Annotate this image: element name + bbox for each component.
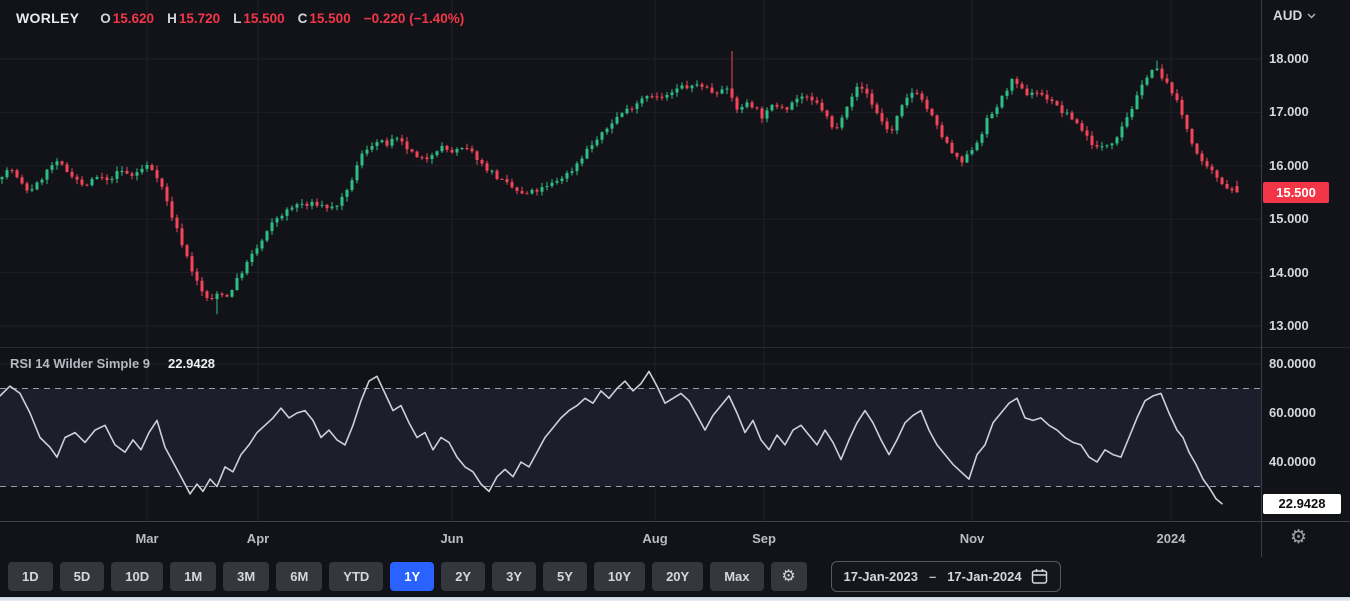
price-rsi-chart[interactable] <box>0 0 1262 557</box>
time-tick-label: Nov <box>959 531 985 546</box>
range-button-5y[interactable]: 5Y <box>543 561 587 591</box>
range-button-10y[interactable]: 10Y <box>593 561 646 591</box>
time-tick-label: 2024 <box>1156 531 1186 546</box>
date-to: 17-Jan-2024 <box>947 568 1022 584</box>
ohlc-low: L 15.500 <box>233 11 285 26</box>
last-price-badge: 15.500 <box>1263 182 1329 203</box>
range-button-5d[interactable]: 5D <box>59 561 105 591</box>
range-button-1d[interactable]: 1D <box>8 561 53 591</box>
currency-dropdown[interactable]: AUD <box>1273 8 1316 23</box>
time-tick-label: Aug <box>642 531 668 546</box>
price-scale-border <box>1261 0 1262 557</box>
chart-settings-button[interactable]: ⚙ <box>770 561 807 591</box>
range-buttons: 1D 5D 10D 1M 3M 6M YTD 1Y 2Y 3Y 5Y 10Y 20Y Max <box>8 561 764 591</box>
price-tick-label: 16.000 <box>1269 157 1309 173</box>
date-range-picker[interactable]: 17-Jan-2023 – 17-Jan-2024 <box>830 560 1061 592</box>
chevron-down-icon <box>1307 13 1316 18</box>
price-tick-label: 17.000 <box>1269 104 1309 120</box>
range-button-ytd[interactable]: YTD <box>329 561 384 591</box>
range-toolbar: 1D 5D 10D 1M 3M 6M YTD 1Y 2Y 3Y 5Y 10Y 20Y Max ⚙ 17-J… <box>0 557 1350 595</box>
price-axis[interactable]: AUD 18.000 17.000 16.000 15.000 14.000 13.000… <box>1262 0 1350 557</box>
range-button-1y[interactable]: 1Y <box>390 561 435 591</box>
rsi-tick-label: 60.0000 <box>1269 405 1316 420</box>
rsi-tick-label: 40.0000 <box>1269 454 1316 469</box>
date-from: 17-Jan-2023 <box>843 568 918 584</box>
price-tick-label: 15.000 <box>1269 211 1309 227</box>
rsi-tick-label: 80.0000 <box>1269 356 1316 371</box>
ohlc-high: H 15.720 <box>167 11 221 26</box>
price-tick-label: 13.000 <box>1269 318 1309 333</box>
symbol-legend: WORLEY O 15.620 H 15.720 L 15.500 C 15.500 −… <box>16 10 464 26</box>
range-button-3y[interactable]: 3Y <box>492 561 537 591</box>
range-button-3m[interactable]: 3M <box>223 561 270 591</box>
window-bottom-edge <box>0 595 1350 601</box>
rsi-indicator-title[interactable]: RSI 14 Wilder Simple 9 <box>10 356 151 371</box>
axis-divider <box>0 521 1350 522</box>
time-tick-label: Sep <box>752 531 776 546</box>
symbol-name[interactable]: WORLEY <box>16 10 80 26</box>
pane-divider[interactable] <box>0 347 1350 348</box>
range-button-max[interactable]: Max <box>710 561 764 591</box>
price-tick-label: 14.000 <box>1269 264 1309 280</box>
calendar-icon <box>1031 568 1047 584</box>
ohlc-close: C 15.500 <box>297 11 351 26</box>
range-button-10d[interactable]: 10D <box>111 561 164 591</box>
time-tick-label: Apr <box>246 531 270 546</box>
scale-settings-gear-icon[interactable]: ⚙ <box>1290 527 1308 548</box>
date-separator: – <box>928 568 937 584</box>
price-change: −0.220 (−1.40%) <box>363 11 465 26</box>
time-tick-label: Mar <box>135 531 159 546</box>
currency-label: AUD <box>1273 8 1303 23</box>
range-button-20y[interactable]: 20Y <box>652 561 704 591</box>
rsi-current-value: 22.9428 <box>168 356 216 371</box>
range-button-6m[interactable]: 6M <box>276 561 323 591</box>
time-tick-label: Jun <box>440 531 464 546</box>
rsi-legend: RSI 14 Wilder Simple 9 22.9428 <box>10 356 215 371</box>
time-axis[interactable]: Mar Apr Jun Aug Sep Nov 2024 <box>0 522 1262 556</box>
range-button-1m[interactable]: 1M <box>170 561 217 591</box>
gear-icon: ⚙ <box>781 568 796 585</box>
ohlc-open: O 15.620 <box>100 11 155 26</box>
range-button-2y[interactable]: 2Y <box>441 561 486 591</box>
price-tick-label: 18.000 <box>1269 51 1309 66</box>
rsi-value-badge: 22.9428 <box>1263 493 1341 514</box>
